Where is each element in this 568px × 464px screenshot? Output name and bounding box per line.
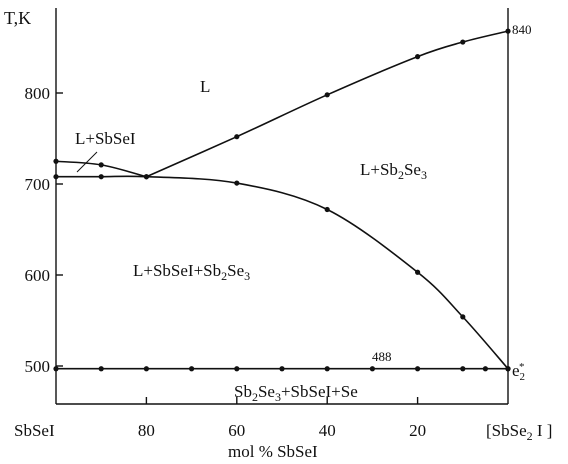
data-point [460,39,466,45]
data-points [53,28,511,372]
x-ticks: 80 60 40 20 [138,397,426,440]
x-tick-label: 80 [138,421,155,440]
series-line-1 [56,175,509,370]
data-point [505,366,511,372]
data-point [324,366,330,372]
region-bottom: Sb2Se3+SbSeI+Se [234,382,358,404]
data-point [98,162,104,168]
y-tick-label: 500 [25,357,51,376]
e2-sup: * [519,361,525,373]
data-point [234,134,240,140]
y-tick-label: 800 [25,84,51,103]
x-right-label-sub: 2 [527,429,533,443]
x-left-label: SbSeI [14,421,55,440]
data-point [53,366,59,372]
x-right-label-prefix: [SbSe [486,421,527,440]
region-L: L [200,77,210,96]
x-tick-label: 40 [319,421,336,440]
data-point [415,366,421,372]
data-point [279,366,285,372]
data-point [460,366,466,372]
region-L-SbSeI-leader [76,151,98,173]
y-tick-label: 700 [25,175,51,194]
data-point [98,174,104,180]
x-tick-label: 60 [228,421,245,440]
data-point [98,366,104,372]
data-point [460,314,466,320]
data-point [324,206,330,213]
y-ticks: 500 600 700 800 [25,84,63,376]
annotation-488: 488 [372,349,392,364]
data-point [505,28,511,34]
data-point [324,92,330,98]
e2-main: e [512,361,520,380]
data-point [415,54,421,60]
data-point [53,158,59,164]
annotation-e2: e2* [512,361,525,383]
y-tick-label: 600 [25,266,51,285]
data-point [143,366,149,372]
data-point [189,366,195,372]
x-right-label-suffix: I ] [533,421,553,440]
annotation-840: 840 [512,22,532,37]
data-point [234,366,240,372]
data-point [53,174,59,180]
data-point [482,366,488,372]
curves [55,30,509,370]
y-axis-label: T,K [4,8,31,28]
x-tick-label: 20 [409,421,426,440]
data-point [415,269,421,275]
e2-sub: 2 [520,371,526,383]
data-point [234,180,240,186]
x-right-label: [SbSe2 I ] [486,421,552,443]
data-point [143,174,149,180]
data-point [369,366,375,372]
series-line-0 [55,30,509,178]
x-axis-label: mol % SbSeI [228,442,318,461]
region-L-SbSeI-Sb2Se3: L+SbSeI+Sb2Se3 [133,261,250,283]
region-L-SbSeI: L+SbSeI [75,129,136,148]
region-L-Sb2Se3: L+Sb2Se3 [360,160,427,182]
